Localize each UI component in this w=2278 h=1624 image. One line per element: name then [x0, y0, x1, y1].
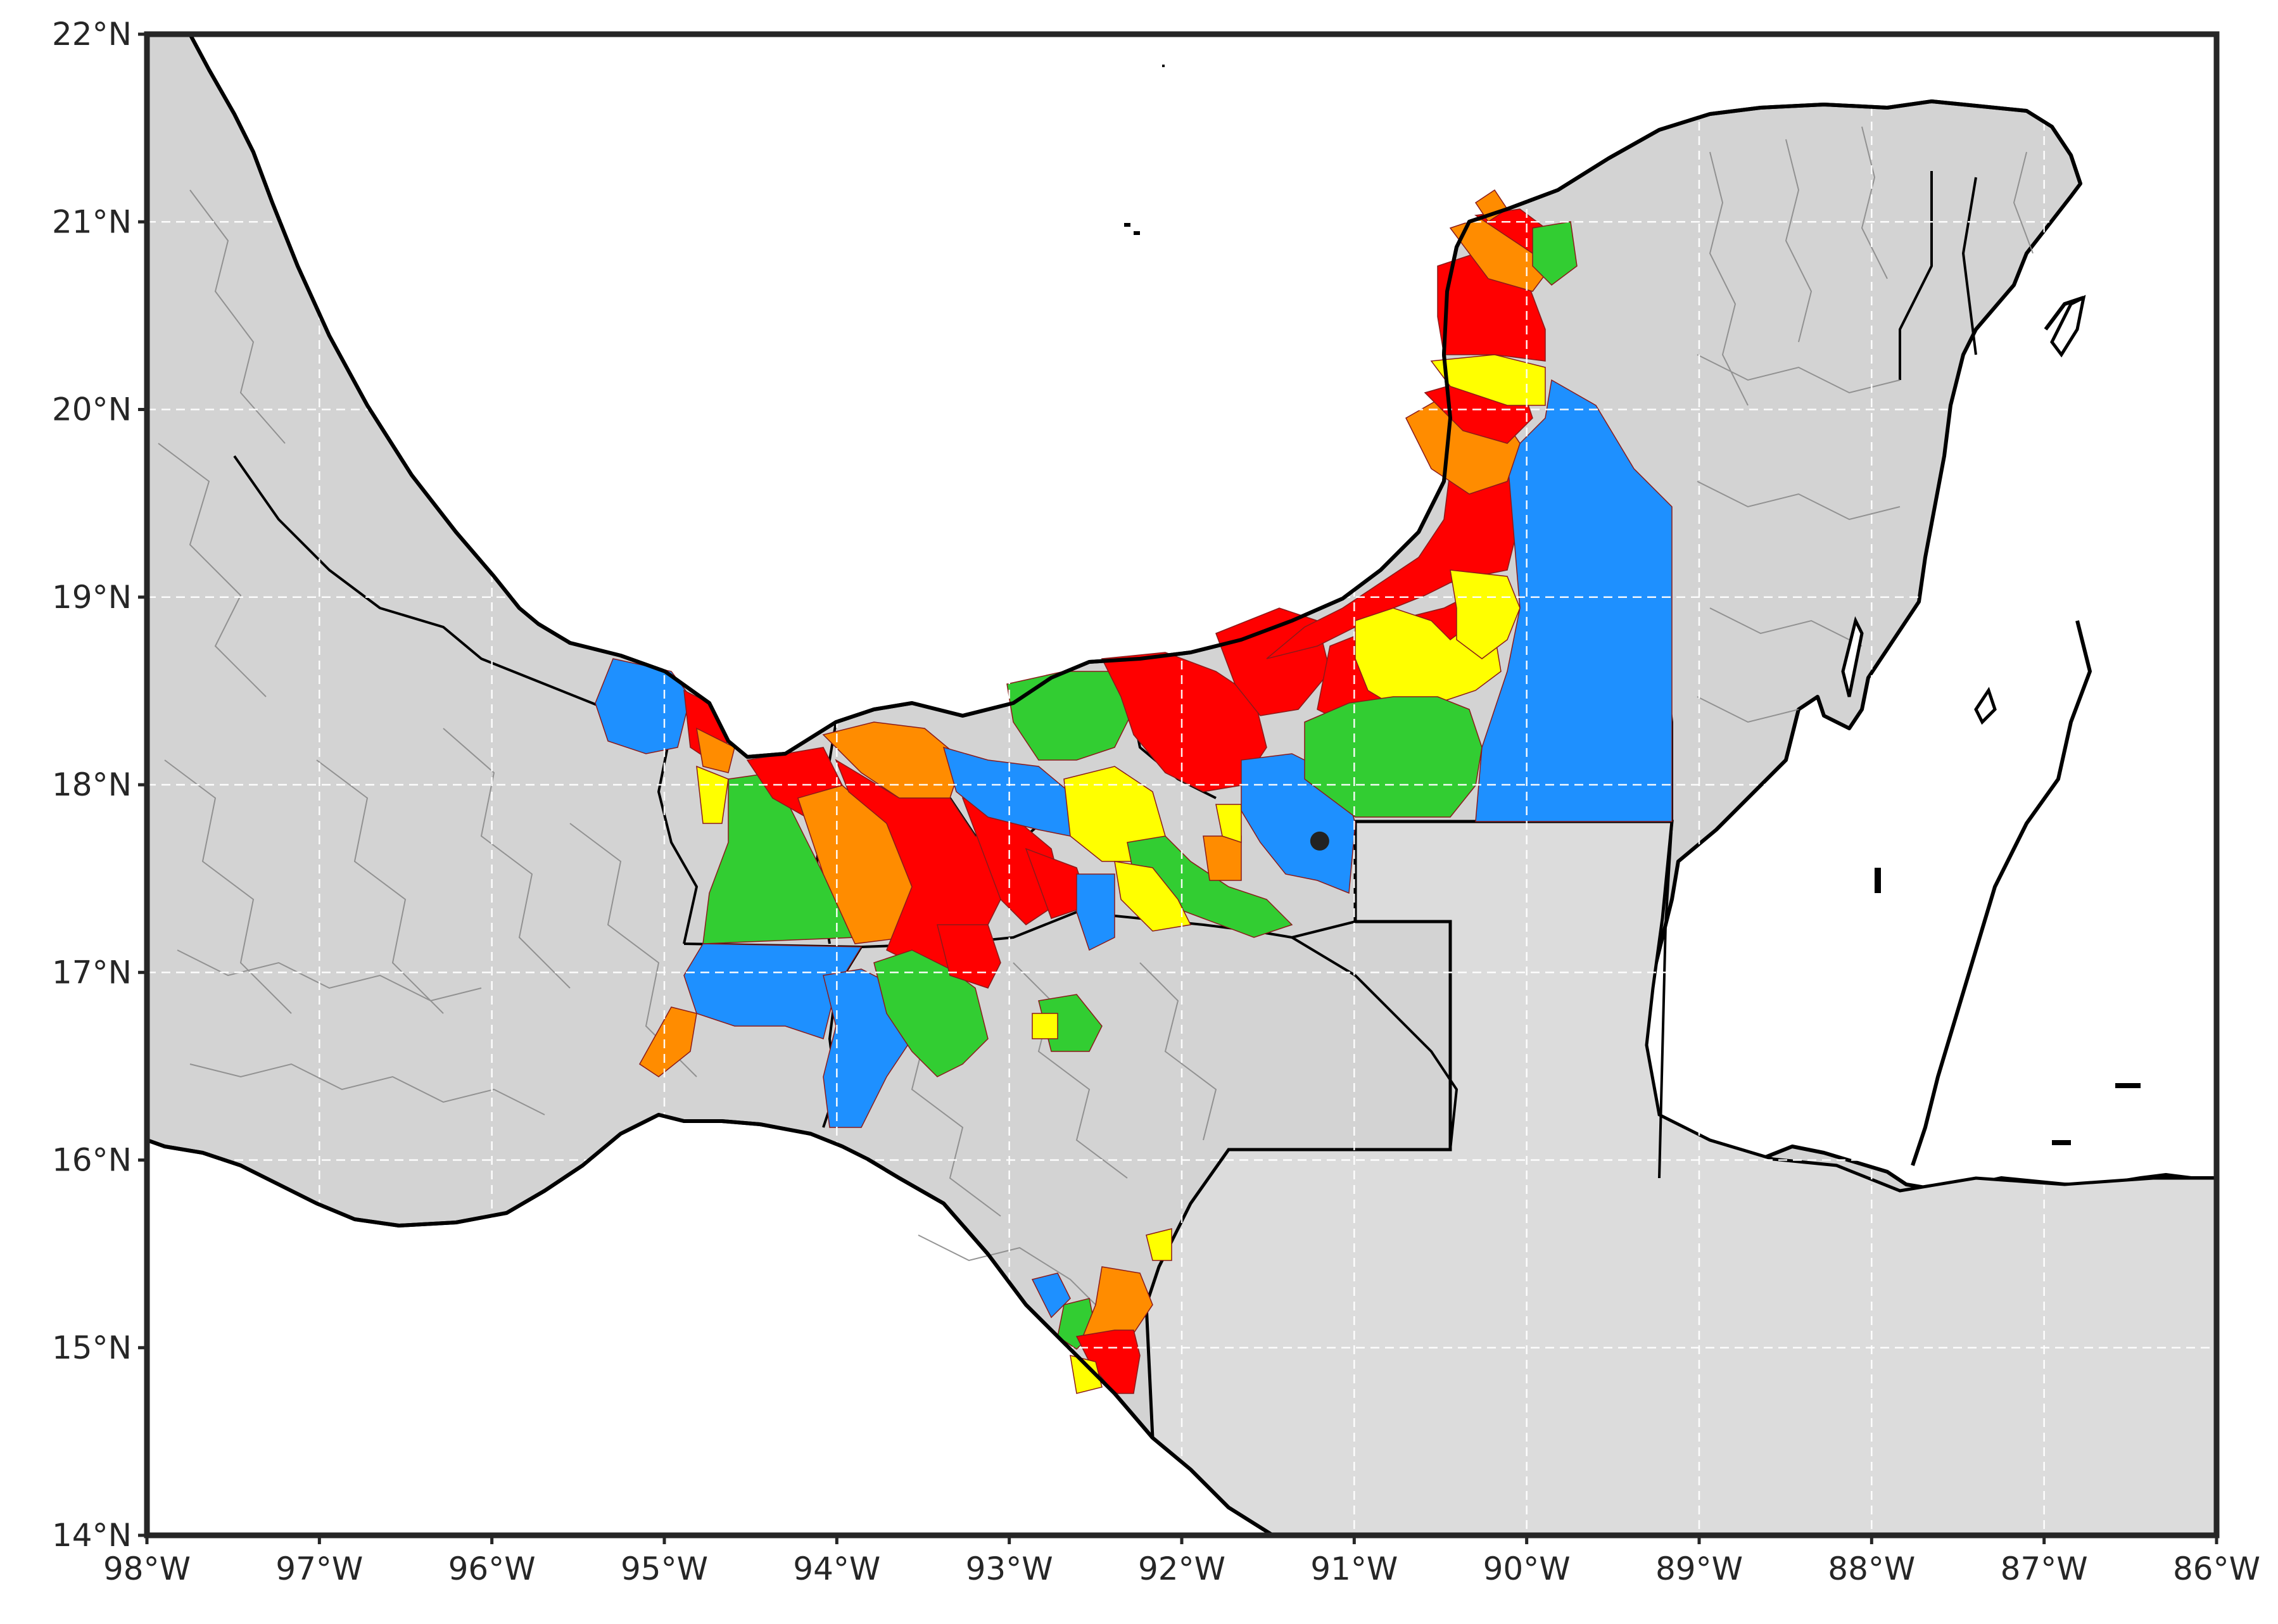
x-tick-label: 98°W — [103, 1551, 191, 1587]
region-green-chiapas — [873, 949, 989, 1077]
small-islands — [1124, 65, 2141, 1145]
x-tick-label: 94°W — [793, 1551, 880, 1587]
y-tick-label: 19°N — [52, 579, 132, 616]
x-tick-label: 92°W — [1138, 1551, 1225, 1587]
region-green-northcentral — [1006, 671, 1134, 761]
region-yellow-chiapas-south — [1070, 1354, 1103, 1394]
y-tick-label: 16°N — [52, 1142, 132, 1179]
x-tick-label: 90°W — [1483, 1551, 1571, 1587]
x-tick-label: 86°W — [2173, 1551, 2260, 1587]
region-orange-east — [1203, 835, 1242, 881]
region-green-yucatan — [1532, 221, 1578, 286]
graticule — [147, 34, 2217, 1535]
x-tick-label: 89°W — [1655, 1551, 1743, 1587]
region-yellow-east2 — [1215, 804, 1242, 844]
x-tick-label: 97°W — [275, 1551, 363, 1587]
region-yellow-campeche2 — [1450, 569, 1521, 659]
region-blue-chiapas — [683, 943, 863, 1039]
x-tick-label: 88°W — [1828, 1551, 1915, 1587]
region-yellow-east — [1114, 861, 1192, 932]
region-green-campeche — [1304, 696, 1483, 818]
region-blue-south — [1076, 873, 1115, 951]
neighbour-land — [1144, 820, 2217, 1535]
municipality-lines — [158, 126, 2034, 1318]
y-tick-label: 20°N — [52, 391, 132, 428]
region-blue-veracruz — [595, 658, 691, 754]
region-orange-veracruz — [696, 727, 735, 773]
x-tick-label: 87°W — [2001, 1551, 2088, 1587]
y-tick-label: 18°N — [52, 766, 132, 803]
x-tick-label: 95°W — [621, 1551, 708, 1587]
y-tick-label: 14°N — [52, 1517, 132, 1554]
region-orange-chiapas — [639, 1006, 697, 1077]
x-tick-label: 91°W — [1310, 1551, 1398, 1587]
region-blue-campeche-east — [1475, 379, 1673, 822]
region-yellow-chiapas — [1032, 1013, 1058, 1039]
y-tick-label: 17°N — [52, 954, 132, 991]
region-yellow-veracruz — [696, 765, 729, 824]
y-tick-label: 22°N — [52, 16, 132, 53]
islands — [1841, 295, 2086, 725]
category-regions — [595, 189, 1673, 1395]
x-axis: 98°W 97°W 96°W 95°W 94°W 93°W 92°W 91°W 90°W 89°W… — [103, 1535, 2260, 1587]
x-tick-label: 96°W — [448, 1551, 536, 1587]
y-tick-label: 21°N — [52, 203, 132, 240]
y-tick-label: 15°N — [52, 1329, 132, 1366]
coastlines — [147, 34, 2092, 1535]
region-blue-chiapas-south — [1031, 1272, 1071, 1319]
point-marker — [1310, 831, 1329, 851]
region-yellow-chiapas-south2 — [1146, 1228, 1172, 1261]
x-tick-label: 93°W — [966, 1551, 1053, 1587]
y-axis: 14°N 15°N 16°N 17°N 18°N 19°N 20°N 21°N 22°N — [52, 16, 147, 1554]
